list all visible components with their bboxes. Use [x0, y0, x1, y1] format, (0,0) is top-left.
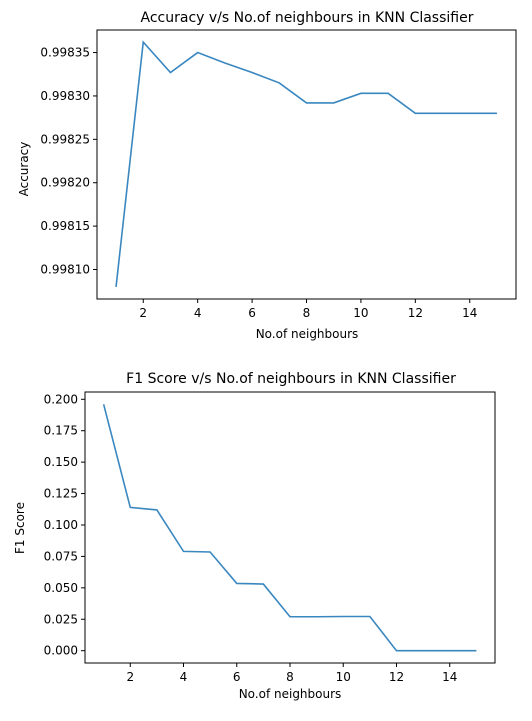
f1-score-y-tick-label: 0.100	[44, 518, 78, 532]
accuracy-y-tick-label: 0.99825	[40, 132, 90, 146]
f1-score-y-tick-label: 0.150	[44, 455, 78, 469]
f1-score-x-tick-label: 8	[286, 670, 294, 684]
f1-score-x-ticks: 2 4 6 8 10 12 14	[126, 663, 457, 684]
accuracy-x-tick-label: 2	[139, 306, 147, 320]
f1-score-y-axis-label: F1 Score	[13, 502, 27, 554]
f1-score-y-tick-label: 0.200	[44, 392, 78, 406]
f1-score-y-tick-label: 0.125	[44, 487, 78, 501]
accuracy-y-tick-label: 0.99835	[40, 46, 90, 60]
accuracy-x-tick-label: 14	[462, 306, 477, 320]
f1-score-y-tick-label: 0.025	[44, 612, 78, 626]
accuracy-x-axis-label: No.of neighbours	[256, 327, 359, 341]
f1-score-x-tick-label: 12	[389, 670, 404, 684]
accuracy-y-tick-label: 0.99810	[40, 262, 90, 276]
accuracy-x-tick-label: 4	[194, 306, 202, 320]
f1-score-x-tick-label: 4	[180, 670, 188, 684]
accuracy-y-tick-label: 0.99830	[40, 89, 90, 103]
accuracy-chart: Accuracy v/s No.of neighbours in KNN Cla…	[17, 10, 517, 341]
accuracy-y-ticks: 0.99810 0.99815 0.99820 0.99825 0.99830 0.998…	[40, 46, 97, 276]
f1-score-y-ticks: 0.000 0.025 0.050 0.075 0.100 0.125 0.150 0.175…	[44, 392, 85, 658]
f1-score-x-tick-label: 2	[126, 670, 134, 684]
accuracy-x-tick-label: 10	[353, 306, 368, 320]
f1-score-x-tick-label: 6	[233, 670, 241, 684]
f1-score-y-tick-label: 0.175	[44, 424, 78, 438]
f1-score-chart: F1 Score v/s No.of neighbours in KNN Cla…	[13, 371, 496, 701]
accuracy-x-ticks: 2 4 6 8 10 12 14	[139, 299, 477, 320]
accuracy-series-line	[115, 40, 497, 287]
accuracy-y-axis-label: Accuracy	[17, 142, 31, 197]
f1-score-x-tick-label: 14	[442, 670, 457, 684]
accuracy-y-tick-label: 0.99820	[40, 176, 90, 190]
accuracy-x-tick-label: 6	[248, 306, 256, 320]
f1-score-plot-frame	[84, 391, 496, 664]
accuracy-chart-title: Accuracy v/s No.of neighbours in KNN Cla…	[141, 10, 474, 26]
accuracy-x-tick-label: 8	[303, 306, 311, 320]
f1-score-chart-title: F1 Score v/s No.of neighbours in KNN Cla…	[126, 371, 456, 387]
f1-score-y-tick-label: 0.075	[44, 549, 78, 563]
f1-score-y-tick-label: 0.000	[44, 644, 78, 658]
accuracy-plot-frame	[96, 29, 517, 300]
accuracy-y-tick-label: 0.99815	[40, 219, 90, 233]
f1-score-x-tick-label: 10	[336, 670, 351, 684]
f1-score-series-line	[102, 404, 477, 652]
f1-score-x-axis-label: No.of neighbours	[239, 687, 342, 701]
accuracy-x-tick-label: 12	[408, 306, 423, 320]
f1-score-y-tick-label: 0.050	[44, 581, 78, 595]
